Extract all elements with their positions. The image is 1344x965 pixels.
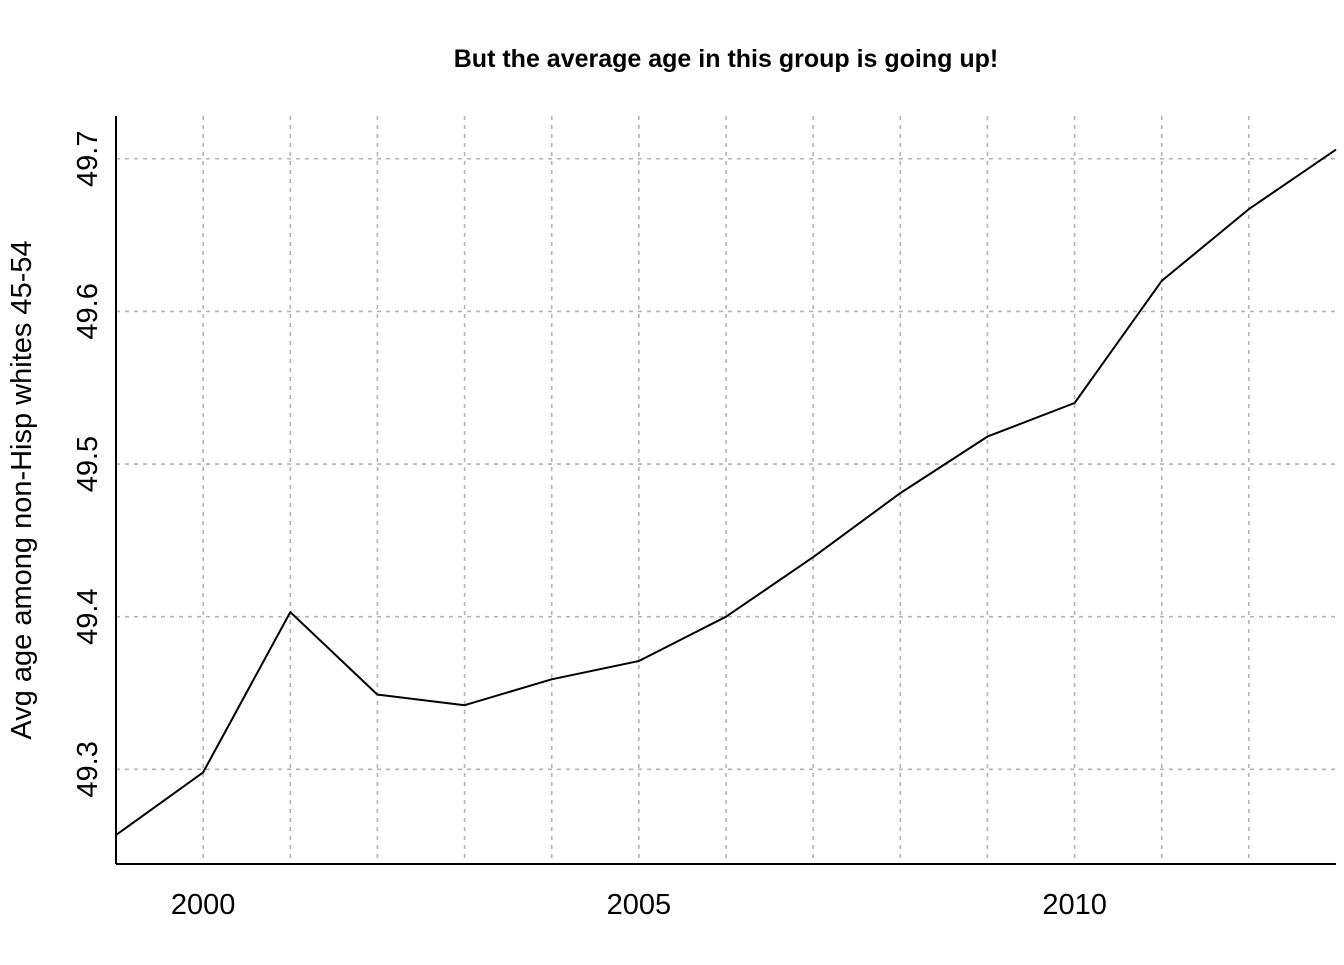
series-line — [115, 148, 1337, 836]
y-tick-label: 49.7 — [72, 131, 104, 187]
y-tick-label: 49.4 — [72, 588, 104, 644]
axes — [115, 116, 1336, 865]
x-tick-label: 2005 — [607, 889, 672, 921]
y-tick-label: 49.5 — [72, 436, 104, 492]
y-tick-label: 49.6 — [72, 283, 104, 339]
data-series — [115, 148, 1337, 836]
tick-labels: 2000 2005 2010 49.3 49.4 49.5 49.6 49.7 — [72, 131, 1107, 921]
chart-title: But the average age in this group is goi… — [454, 45, 998, 73]
y-tick-label: 49.3 — [72, 741, 104, 797]
y-axis-label: Avg age among non-Hisp whites 45-54 — [6, 240, 38, 739]
x-tick-label: 2000 — [171, 889, 236, 921]
x-tick-label: 2010 — [1042, 889, 1107, 921]
grid-lines — [116, 116, 1336, 864]
